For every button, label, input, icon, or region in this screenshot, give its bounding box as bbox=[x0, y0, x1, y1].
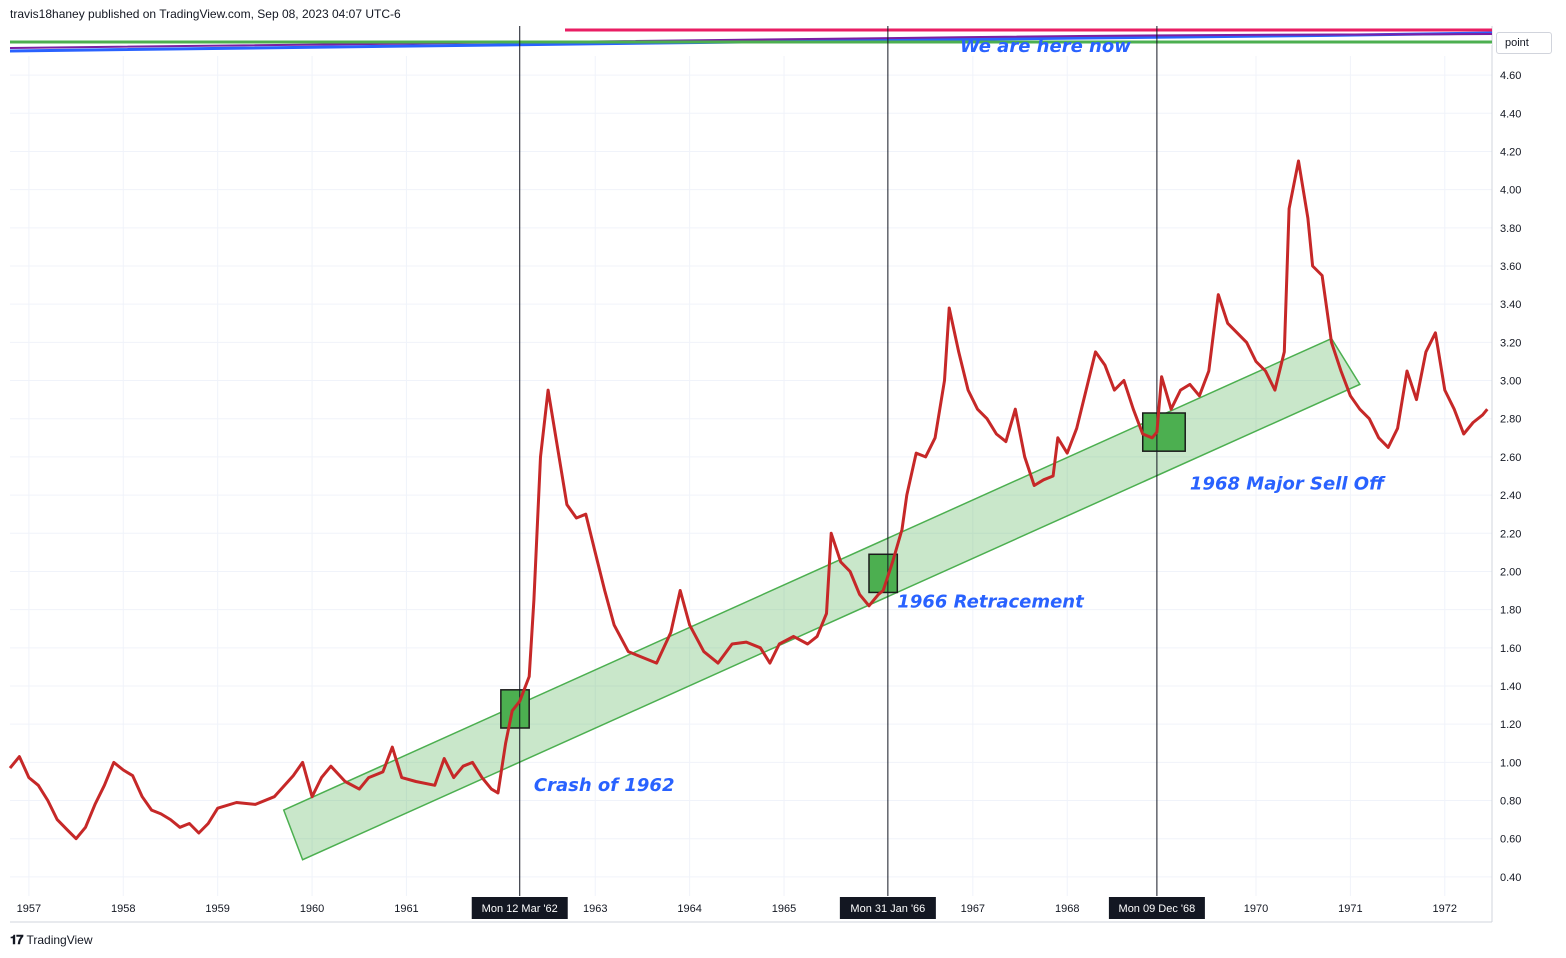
date-label: Mon 12 Mar '62 bbox=[482, 903, 558, 915]
series-layer bbox=[8, 159, 1489, 841]
y-tick-label: 2.60 bbox=[1500, 452, 1521, 464]
x-tick-label: 1957 bbox=[17, 903, 41, 915]
y-tick-label: 3.80 bbox=[1500, 223, 1521, 235]
y-tick-label: 3.40 bbox=[1500, 299, 1521, 311]
y-tick-label: 4.60 bbox=[1500, 70, 1521, 82]
x-tick-label: 1963 bbox=[583, 903, 607, 915]
chart-grid bbox=[10, 26, 1493, 923]
x-tick-label: 1967 bbox=[961, 903, 985, 915]
price-unit-selector[interactable]: point bbox=[1496, 32, 1552, 54]
x-tick-label: 1968 bbox=[1055, 903, 1079, 915]
y-tick-label: 4.40 bbox=[1500, 108, 1521, 120]
date-label: Mon 31 Jan '66 bbox=[850, 903, 925, 915]
channel-band bbox=[282, 337, 1361, 861]
chart-annotation: Crash of 1962 bbox=[534, 775, 675, 796]
y-tick-label: 0.80 bbox=[1500, 796, 1521, 808]
y-tick-label: 2.40 bbox=[1500, 490, 1521, 502]
y-tick-label: 4.00 bbox=[1500, 185, 1521, 197]
y-tick-label: 2.00 bbox=[1500, 566, 1521, 578]
highlight-box bbox=[1141, 412, 1186, 452]
x-tick-label: 1970 bbox=[1244, 903, 1268, 915]
publisher-caption: travis18haney published on TradingView.c… bbox=[10, 7, 401, 21]
y-tick-label: 1.40 bbox=[1500, 681, 1521, 693]
x-tick-label: 1959 bbox=[205, 903, 229, 915]
y-tick-label: 1.20 bbox=[1500, 719, 1521, 731]
x-tick-label: 1972 bbox=[1433, 903, 1457, 915]
price-line bbox=[8, 159, 1489, 841]
y-tick-label: 0.60 bbox=[1500, 834, 1521, 846]
tradingview-logo: 𝟏𝟕 TradingView bbox=[10, 932, 93, 948]
y-tick-label: 3.60 bbox=[1500, 261, 1521, 273]
tradingview-brand: TradingView bbox=[26, 933, 93, 947]
trend-channel bbox=[282, 337, 1361, 861]
vertical-markers: Mon 12 Mar '62 Mon 31 Jan '66 Mon 09 Dec '… bbox=[471, 26, 1205, 919]
y-tick-label: 2.80 bbox=[1500, 414, 1521, 426]
x-tick-label: 1965 bbox=[772, 903, 796, 915]
overlay-annotation: We are here now bbox=[960, 36, 1131, 57]
chart-annotation: 1968 Major Sell Off bbox=[1190, 473, 1386, 494]
y-tick-label: 3.00 bbox=[1500, 376, 1521, 388]
y-tick-label: 4.20 bbox=[1500, 146, 1521, 158]
date-label-pill bbox=[471, 897, 568, 919]
y-tick-label: 1.60 bbox=[1500, 643, 1521, 655]
x-tick-label: 1971 bbox=[1338, 903, 1362, 915]
x-tick-label: 1964 bbox=[677, 903, 701, 915]
x-axis: 1957 1958 1959 1960 1961 1963 1964 1965 1967 1968… bbox=[17, 903, 1457, 915]
date-label: Mon 09 Dec '68 bbox=[1119, 903, 1196, 915]
annotations: Crash of 1962 1966 Retracement 1968 Major … bbox=[534, 473, 1386, 796]
y-tick-label: 1.00 bbox=[1500, 757, 1521, 769]
chart-annotation: 1966 Retracement bbox=[897, 592, 1085, 613]
y-tick-label: 2.20 bbox=[1500, 528, 1521, 540]
y-axis: 0.40 0.60 0.80 1.00 1.20 1.40 1.60 1.80 2.00 2.20… bbox=[1500, 70, 1521, 884]
y-tick-label: 1.80 bbox=[1500, 605, 1521, 617]
x-tick-label: 1960 bbox=[300, 903, 324, 915]
x-tick-label: 1958 bbox=[111, 903, 135, 915]
y-tick-label: 0.40 bbox=[1500, 872, 1521, 884]
x-tick-label: 1961 bbox=[394, 903, 418, 915]
y-tick-label: 3.20 bbox=[1500, 337, 1521, 349]
compressed-overlay-lines: We are here now bbox=[9, 28, 1493, 57]
date-label-pill bbox=[1108, 897, 1205, 919]
date-label-pill bbox=[839, 897, 936, 919]
tradingview-mark-icon: 𝟏𝟕 bbox=[10, 932, 24, 947]
